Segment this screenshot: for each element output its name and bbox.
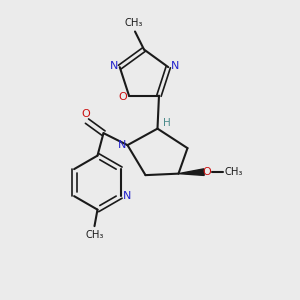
Text: CH₃: CH₃ (225, 167, 243, 177)
Text: H: H (163, 118, 171, 128)
Text: CH₃: CH₃ (124, 17, 143, 28)
Text: O: O (202, 167, 211, 177)
Text: N: N (110, 61, 118, 70)
Text: N: N (123, 191, 132, 201)
Text: O: O (81, 109, 90, 118)
Text: N: N (118, 140, 126, 150)
Text: N: N (171, 61, 179, 70)
Text: CH₃: CH₃ (85, 230, 104, 240)
Polygon shape (178, 169, 204, 175)
Text: O: O (118, 92, 127, 102)
